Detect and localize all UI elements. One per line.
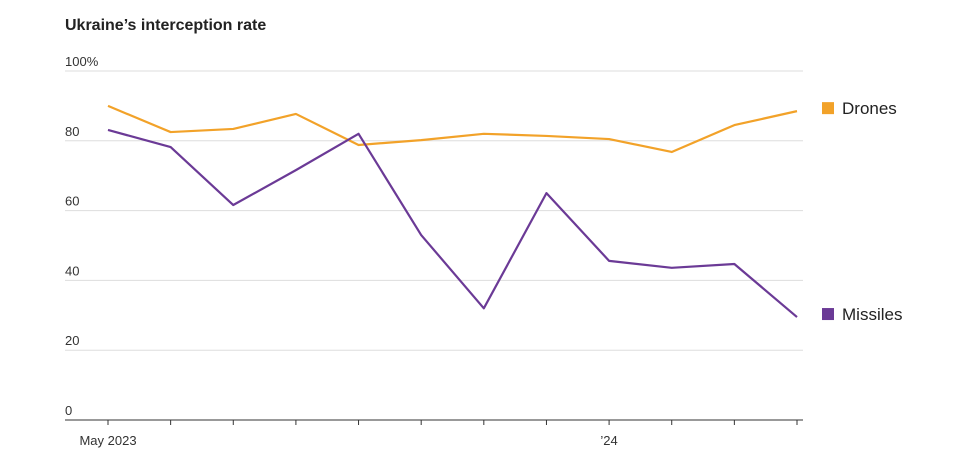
y-tick-label: 60 — [65, 194, 79, 209]
x-tick-label: May 2023 — [79, 433, 136, 448]
y-tick-label: 20 — [65, 333, 79, 348]
line-drones — [107, 104, 798, 154]
y-tick-label: 0 — [65, 403, 72, 418]
chart-title: Ukraine’s interception rate — [65, 17, 266, 34]
x-tick-label: ’24 — [600, 433, 617, 448]
legend-swatch — [822, 102, 834, 115]
legend-swatch — [822, 308, 834, 321]
y-tick-label: 40 — [65, 263, 79, 278]
y-tick-label: 80 — [65, 124, 79, 139]
legend-label: Missiles — [842, 305, 902, 324]
legend-label: Drones — [842, 99, 897, 118]
line-missiles — [107, 128, 798, 318]
y-tick-label: 100% — [65, 54, 99, 69]
